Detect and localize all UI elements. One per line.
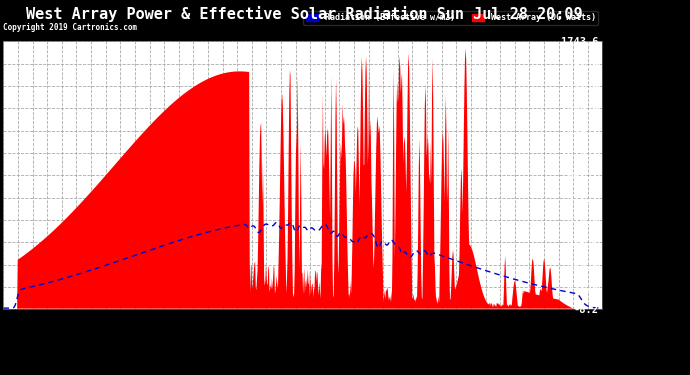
Text: Copyright 2019 Cartronics.com: Copyright 2019 Cartronics.com — [3, 22, 137, 32]
Text: West Array Power & Effective Solar Radiation Sun Jul 28 20:09: West Array Power & Effective Solar Radia… — [26, 6, 583, 22]
Legend: Radiation (Effective w/m2), West Array (DC Watts): Radiation (Effective w/m2), West Array (… — [303, 10, 598, 24]
